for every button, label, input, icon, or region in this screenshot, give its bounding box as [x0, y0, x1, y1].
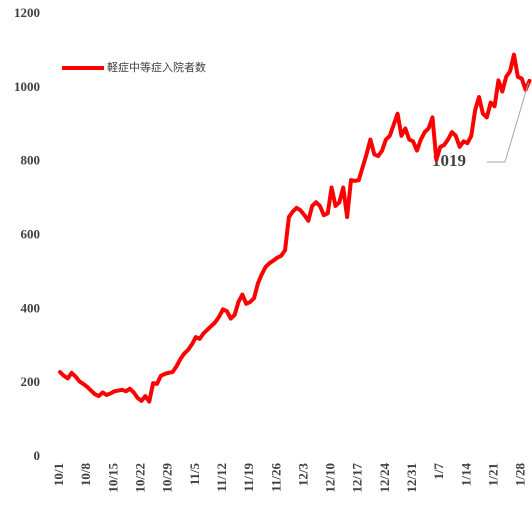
x-tick-label: 10/15	[105, 463, 120, 493]
x-tick-label: 12/24	[377, 463, 392, 493]
x-tick-label: 10/8	[78, 463, 93, 487]
x-tick-label: 11/19	[241, 463, 256, 492]
x-tick-label: 10/22	[132, 463, 147, 493]
legend-label: 軽症中等症入院者数	[107, 60, 206, 74]
x-tick-label: 1/14	[458, 463, 473, 487]
x-tick-label: 1/28	[513, 463, 528, 487]
x-tick-label: 11/5	[187, 463, 202, 486]
x-tick-label: 12/17	[350, 463, 365, 493]
y-tick-label: 200	[21, 374, 41, 389]
y-tick-label: 1200	[14, 5, 40, 20]
annotation: 1019	[432, 151, 466, 170]
y-tick-label: 1000	[14, 79, 40, 94]
x-tick-label: 10/29	[160, 463, 175, 493]
line-series	[58, 52, 532, 404]
annotation-leader	[487, 82, 529, 163]
y-tick-label: 800	[21, 153, 41, 168]
x-tick-label: 11/26	[268, 463, 283, 492]
x-tick-label: 11/12	[214, 463, 229, 492]
x-tick-label: 1/7	[431, 463, 446, 480]
x-tick-label: 12/31	[404, 463, 419, 493]
y-tick-label: 400	[21, 300, 41, 315]
x-tick-label: 12/3	[295, 463, 310, 487]
y-tick-label: 600	[21, 226, 41, 241]
y-tick-label: 0	[34, 448, 41, 463]
x-tick-label: 1/21	[486, 463, 501, 486]
x-tick-label: 10/1	[51, 463, 66, 486]
x-tick-label: 12/10	[323, 463, 338, 493]
